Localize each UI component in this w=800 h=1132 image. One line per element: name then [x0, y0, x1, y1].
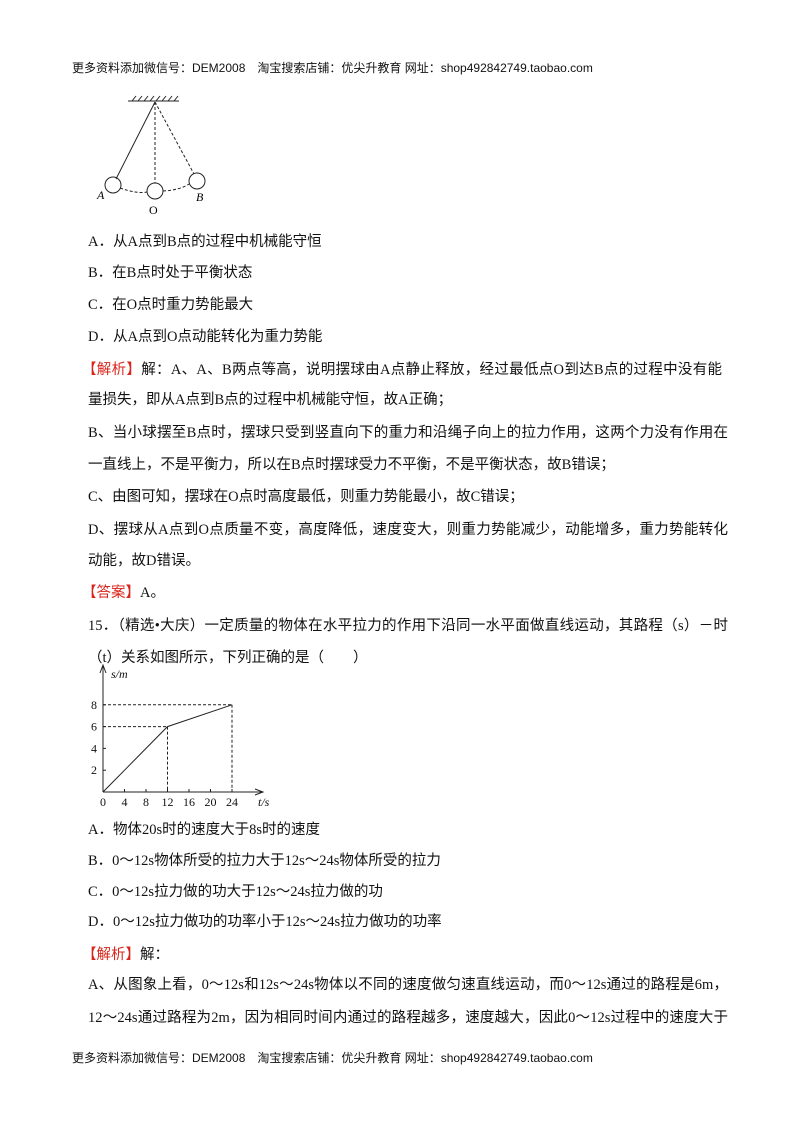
st-graph [99, 663, 265, 796]
option: B．0～12s物体所受的拉力大于12s～24s物体所受的拉力 [88, 852, 441, 870]
pendulum-diagram [104, 95, 206, 200]
st-line [102, 704, 233, 793]
x-tick-label: 12 [162, 795, 174, 809]
analysis-text: 【解析】 [82, 947, 140, 963]
y-tick-label: 4 [91, 741, 97, 755]
question: 15．（精选•大庆）一定质量的物体在水平拉力的作用下沿同一水平面做直线运动，其路… [88, 617, 728, 635]
y-axis-arrow [99, 663, 107, 674]
option: C．0～12s拉力做的功大于12s～24s拉力做的功 [88, 883, 383, 901]
pendulum-label: A [96, 188, 105, 202]
option: C．在O点时重力势能最大 [88, 296, 253, 314]
analysis-text: 【解析】 [82, 362, 142, 378]
footer-text: 更多资料添加微信号：DEM2008 淘宝搜索店铺：优尖升教育 网址：shop49… [72, 1051, 593, 1065]
option: D．从A点到O点动能转化为重力势能 [88, 328, 322, 346]
x-tick-label: 20 [205, 795, 217, 809]
x-tick-label: 4 [122, 795, 128, 809]
option-text: D．从A点到O点动能转化为重力势能 [88, 329, 323, 345]
option: A．物体20s时的速度大于8s时的速度 [88, 821, 320, 839]
option-text: C．在O点时重力势能最大 [88, 297, 254, 313]
x-tick-label: 24 [226, 795, 238, 809]
analysis-line: B、当小球摆至B点时，摆球只受到竖直向下的重力和沿绳子向上的拉力作用，这两个力没… [88, 424, 728, 442]
option-text: B．在B点时处于平衡状态 [88, 265, 253, 281]
question-text: （t）关系如图所示，下列正确的是（ ） [88, 650, 368, 666]
analysis: 【解析】解： [82, 946, 169, 964]
y-tick-label: 2 [91, 763, 97, 777]
string-b [154, 101, 195, 175]
analysis-line: 12～24s通过路程为2m，因为相同时间内通过的路程越多，速度越大，因此0～12… [88, 1009, 728, 1027]
x-tick-label: 16 [183, 795, 195, 809]
pendulum-label: O [149, 203, 158, 217]
pendulum-label: B [196, 190, 204, 204]
ball-b [188, 172, 206, 190]
analysis-line-text: B、当小球摆至B点时，摆球只受到竖直向下的重力和沿绳子向上的拉力作用，这两个力没… [88, 425, 728, 441]
option: D．0～12s拉力做功的功率小于12s～24s拉力做功的功率 [88, 913, 442, 931]
string-a [115, 101, 156, 180]
ball-o [146, 182, 164, 200]
analysis-line-text: D、摆球从A点到O点质量不变，高度降低，速度变大，则重力势能减少，动能增多，重力… [88, 522, 728, 538]
analysis-line-text: 量损失，即从A点到B点的过程中机械能守恒，故A正确； [88, 392, 453, 408]
analysis-line: A、从图象上看，0～12s和12s～24s物体以不同的速度做匀速直线运动，而0～… [88, 976, 728, 994]
header-text: 更多资料添加微信号：DEM2008 淘宝搜索店铺：优尖升教育 网址：shop49… [72, 61, 593, 75]
question: （t）关系如图所示，下列正确的是（ ） [88, 649, 368, 667]
option: A．从A点到B点的过程中机械能守恒 [88, 233, 322, 251]
x-axis-arrow [254, 788, 265, 796]
answer: 【答案】A。 [82, 584, 165, 602]
footer: 更多资料添加微信号：DEM2008 淘宝搜索店铺：优尖升教育 网址：shop49… [72, 1049, 593, 1067]
analysis-line: 一直线上，不是平衡力，所以在B点时摆球受力不平衡，不是平衡状态，故B错误； [88, 456, 615, 474]
x-tick-label: 8 [143, 795, 149, 809]
header: 更多资料添加微信号：DEM2008 淘宝搜索店铺：优尖升教育 网址：shop49… [72, 59, 593, 77]
analysis-line: 量损失，即从A点到B点的过程中机械能守恒，故A正确； [88, 391, 452, 409]
analysis: 【解析】解：A、A、B两点等高，说明摆球由A点静止释放，经过最低点O到达B点的过… [82, 361, 722, 379]
analysis-line: C、由图可知，摆球在O点时高度最低，则重力势能最小，故C错误； [88, 488, 524, 506]
option-text: D．0～12s拉力做功的功率小于12s～24s拉力做功的功率 [88, 914, 442, 930]
analysis-line-text: C、由图可知，摆球在O点时高度最低，则重力势能最小，故C错误； [88, 489, 524, 505]
x-tick-label: 0 [100, 795, 106, 809]
option-text: B．0～12s物体所受的拉力大于12s～24s物体所受的拉力 [88, 853, 441, 869]
x-axis-label: t/s [258, 795, 270, 809]
analysis-line-text: A、从图象上看，0～12s和12s～24s物体以不同的速度做匀速直线运动，而0～… [88, 977, 728, 993]
analysis-line: 动能，故D错误。 [88, 552, 200, 570]
option: B．在B点时处于平衡状态 [88, 264, 252, 282]
y-axis-label: s/m [111, 667, 128, 681]
analysis-line: D、摆球从A点到O点质量不变，高度降低，速度变大，则重力势能减少，动能增多，重力… [88, 521, 728, 539]
analysis-text: 解： [140, 947, 169, 963]
ceiling-hatch [131, 95, 179, 102]
analysis-line-text: 12～24s通过路程为2m，因为相同时间内通过的路程越多，速度越大，因此0～12… [88, 1010, 728, 1026]
question-text: 15．（精选•大庆）一定质量的物体在水平拉力的作用下沿同一水平面做直线运动，其路… [88, 618, 728, 634]
y-tick-label: 6 [91, 720, 97, 734]
analysis-text: 解：A、A、B两点等高，说明摆球由A点静止释放，经过最低点O到达B点的过程中没有… [141, 362, 722, 378]
ball-a [104, 176, 122, 194]
y-tick-label: 8 [91, 698, 97, 712]
option-text: A．物体20s时的速度大于8s时的速度 [88, 822, 321, 838]
answer-text: 【答案】 [82, 585, 140, 601]
option-text: C．0～12s拉力做的功大于12s～24s拉力做的功 [88, 884, 383, 900]
analysis-line-text: 一直线上，不是平衡力，所以在B点时摆球受力不平衡，不是平衡状态，故B错误； [88, 457, 615, 473]
option-text: A．从A点到B点的过程中机械能守恒 [88, 234, 322, 250]
arc [119, 183, 190, 193]
answer-text: A。 [140, 585, 165, 601]
analysis-line-text: 动能，故D错误。 [88, 553, 200, 569]
